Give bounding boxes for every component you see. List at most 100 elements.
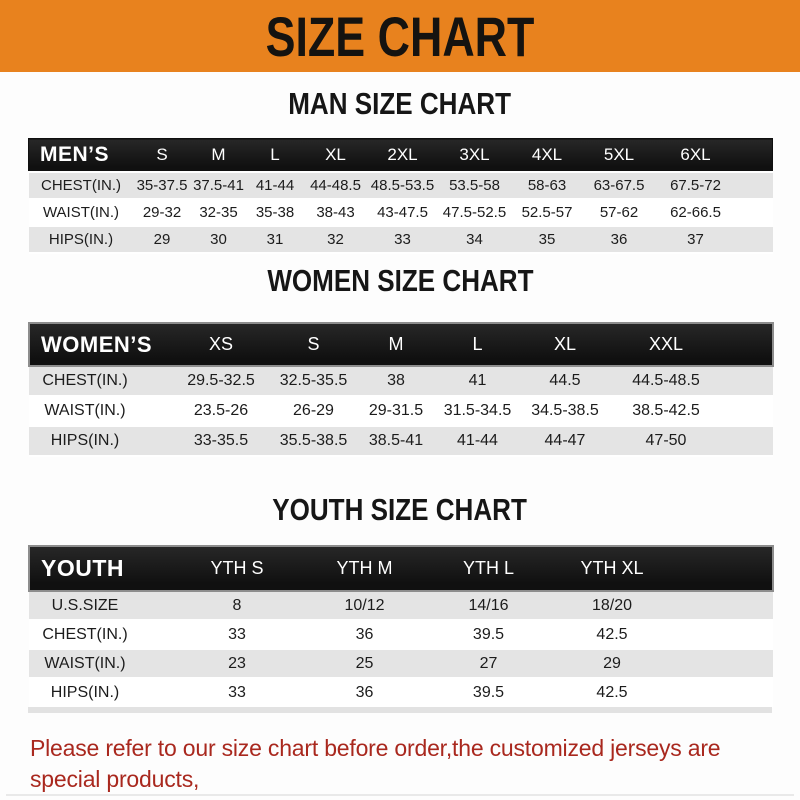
- cell: 31.5-34.5: [436, 396, 519, 426]
- men-table-title: MEN’S: [28, 138, 134, 172]
- cell: 44.5: [519, 366, 611, 396]
- men-col-header: 5XL: [582, 138, 656, 172]
- cell: 41: [436, 366, 519, 396]
- youth-hips-row: HIPS(IN.) 33 36 39.5 42.5: [29, 678, 773, 707]
- cell: 32: [303, 226, 368, 253]
- cell: 29.5-32.5: [171, 366, 271, 396]
- cell: 35-38: [246, 199, 304, 226]
- spacer-cell: [673, 620, 773, 649]
- women-col-header: S: [271, 323, 356, 366]
- cell: 38-43: [303, 199, 368, 226]
- disclaimer-note: Please refer to our size chart before or…: [30, 733, 790, 800]
- men-hips-row: HIPS(IN.) 29 30 31 32 33 34 35 36 37: [28, 226, 773, 253]
- photo-edge-line: [6, 794, 794, 796]
- youth-table-title: YOUTH: [29, 546, 171, 591]
- women-section-heading-text: WOMEN SIZE CHART: [266, 263, 534, 298]
- cell: 33: [171, 678, 303, 707]
- cell: 38: [356, 366, 436, 396]
- cell: 34: [437, 226, 512, 253]
- spacer-cell: [721, 323, 773, 366]
- spacer-cell: [721, 396, 773, 426]
- youth-col-header: YTH L: [426, 546, 551, 591]
- youth-waist-row: WAIST(IN.) 23 25 27 29: [29, 649, 773, 678]
- cell: 36: [582, 226, 656, 253]
- row-label: HIPS(IN.): [28, 226, 134, 253]
- row-label: WAIST(IN.): [29, 396, 171, 426]
- men-table-header-row: MEN’S S M L XL 2XL 3XL 4XL 5XL 6XL: [28, 138, 773, 172]
- men-col-header: M: [190, 138, 247, 172]
- men-chest-row: CHEST(IN.) 35-37.5 37.5-41 41-44 44-48.5…: [28, 172, 773, 199]
- cell: 52.5-57: [511, 199, 583, 226]
- youth-col-header: YTH M: [303, 546, 426, 591]
- spacer-cell: [721, 366, 773, 396]
- cell: 36: [303, 678, 426, 707]
- women-section-heading: WOMEN SIZE CHART: [0, 263, 800, 299]
- men-section-heading-text: MAN SIZE CHART: [288, 86, 512, 121]
- cell: 43-47.5: [367, 199, 438, 226]
- cell: 34.5-38.5: [519, 396, 611, 426]
- spacer-cell: [673, 649, 773, 678]
- disclaimer-line-1: Please refer to our size chart before or…: [30, 735, 721, 792]
- women-col-header: M: [356, 323, 436, 366]
- cell: 35: [511, 226, 583, 253]
- men-waist-row: WAIST(IN.) 29-32 32-35 35-38 38-43 43-47…: [28, 199, 773, 226]
- cell: 29: [551, 649, 673, 678]
- women-col-header: L: [436, 323, 519, 366]
- men-col-header: 3XL: [437, 138, 512, 172]
- cell: 41-44: [436, 426, 519, 456]
- men-col-header: S: [133, 138, 191, 172]
- women-col-header: XL: [519, 323, 611, 366]
- women-table-title: WOMEN’S: [29, 323, 171, 366]
- women-size-table: WOMEN’S XS S M L XL XXL CHEST(IN.) 29.5-…: [28, 322, 774, 457]
- youth-col-header: YTH S: [171, 546, 303, 591]
- spacer-cell: [673, 591, 773, 620]
- cell: 33: [171, 620, 303, 649]
- row-label: CHEST(IN.): [28, 172, 134, 199]
- spacer-cell: [735, 226, 773, 253]
- row-label: U.S.SIZE: [29, 591, 171, 620]
- cell: 27: [426, 649, 551, 678]
- cell: 41-44: [246, 172, 304, 199]
- row-label: CHEST(IN.): [29, 620, 171, 649]
- youth-chest-row: CHEST(IN.) 33 36 39.5 42.5: [29, 620, 773, 649]
- men-col-header: 2XL: [367, 138, 438, 172]
- cell: 29-31.5: [356, 396, 436, 426]
- cell: 32.5-35.5: [271, 366, 356, 396]
- cell: 48.5-53.5: [367, 172, 438, 199]
- row-label: HIPS(IN.): [29, 678, 171, 707]
- women-table-header-row: WOMEN’S XS S M L XL XXL: [29, 323, 773, 366]
- cell: 44.5-48.5: [611, 366, 721, 396]
- men-section-heading: MAN SIZE CHART: [0, 86, 800, 122]
- youth-section-heading-text: YOUTH SIZE CHART: [272, 492, 528, 527]
- cell: 38.5-42.5: [611, 396, 721, 426]
- cell: 35.5-38.5: [271, 426, 356, 456]
- cell: 31: [246, 226, 304, 253]
- cell: 30: [190, 226, 247, 253]
- men-col-header: XL: [303, 138, 368, 172]
- cell: 8: [171, 591, 303, 620]
- cell: 23.5-26: [171, 396, 271, 426]
- cell: 18/20: [551, 591, 673, 620]
- youth-size-table: YOUTH YTH S YTH M YTH L YTH XL U.S.SIZE …: [28, 545, 774, 708]
- spacer-cell: [673, 678, 773, 707]
- cell: 26-29: [271, 396, 356, 426]
- cell: 42.5: [551, 678, 673, 707]
- women-hips-row: HIPS(IN.) 33-35.5 35.5-38.5 38.5-41 41-4…: [29, 426, 773, 456]
- cell: 39.5: [426, 620, 551, 649]
- cell: 25: [303, 649, 426, 678]
- youth-section-heading: YOUTH SIZE CHART: [0, 492, 800, 528]
- cell: 39.5: [426, 678, 551, 707]
- men-col-header: 4XL: [511, 138, 583, 172]
- youth-col-header: YTH XL: [551, 546, 673, 591]
- cell: 62-66.5: [655, 199, 736, 226]
- banner: SIZE CHART: [0, 0, 800, 72]
- cell: 36: [303, 620, 426, 649]
- women-waist-row: WAIST(IN.) 23.5-26 26-29 29-31.5 31.5-34…: [29, 396, 773, 426]
- cell: 42.5: [551, 620, 673, 649]
- spacer-cell: [735, 199, 773, 226]
- cell: 10/12: [303, 591, 426, 620]
- page-title: SIZE CHART: [265, 4, 535, 68]
- cell: 14/16: [426, 591, 551, 620]
- women-col-header: XXL: [611, 323, 721, 366]
